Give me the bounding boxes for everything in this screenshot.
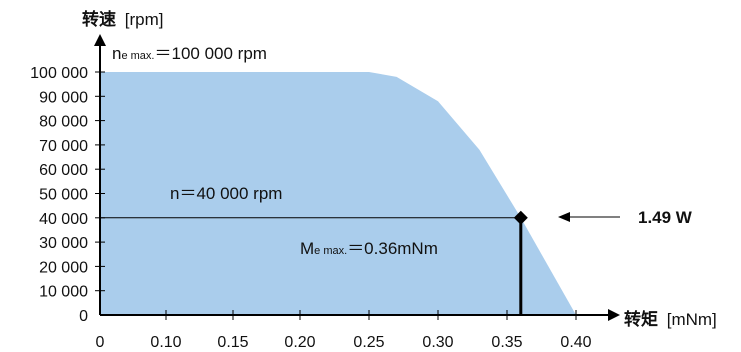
y-tick-label: 40 000 <box>39 211 88 228</box>
x-axis-arrow <box>608 309 620 321</box>
x-tick-label: 0.25 <box>353 334 384 351</box>
x-tick-label: 0 <box>96 334 105 351</box>
x-tick-label: 0.15 <box>217 334 248 351</box>
y-tick-label: 20 000 <box>39 259 88 276</box>
max-torque-annotation: Me max.＝0.36mNm <box>300 239 438 258</box>
max-speed-annotation: ne max.＝100 000 rpm <box>112 44 267 63</box>
x-tick-label: 0.10 <box>150 334 181 351</box>
y-tick-label: 70 000 <box>39 138 88 155</box>
speed-line-annotation: n＝40 000 rpm <box>170 184 282 203</box>
y-axis-arrow <box>94 34 106 46</box>
y-tick-label: 80 000 <box>39 114 88 131</box>
y-tick-label: 0 <box>79 308 88 325</box>
y-tick-label: 90 000 <box>39 89 88 106</box>
y-tick-label: 60 000 <box>39 162 88 179</box>
x-axis-title: 转矩 [mNm] <box>624 309 717 329</box>
x-tick-label: 0.20 <box>284 334 315 351</box>
y-axis-title: 转速 [rpm] <box>82 9 163 29</box>
y-tick-label: 10 000 <box>39 284 88 301</box>
y-ticks: 0 10 000 20 000 30 000 40 000 50 000 60 000 70 … <box>30 65 105 325</box>
power-label: 1.49 W <box>638 208 693 227</box>
y-tick-label: 50 000 <box>39 187 88 204</box>
operating-area <box>100 72 576 315</box>
power-pointer-arrow <box>558 212 570 222</box>
operating-point-marker <box>513 210 528 225</box>
x-tick-label: 0.40 <box>560 334 591 351</box>
x-ticks: 0 0.10 0.15 0.20 0.25 0.30 0.35 0.40 <box>96 310 592 351</box>
y-tick-label: 30 000 <box>39 235 88 252</box>
x-tick-label: 0.35 <box>491 334 522 351</box>
x-tick-label: 0.30 <box>422 334 453 351</box>
y-tick-label: 100 000 <box>30 65 88 82</box>
